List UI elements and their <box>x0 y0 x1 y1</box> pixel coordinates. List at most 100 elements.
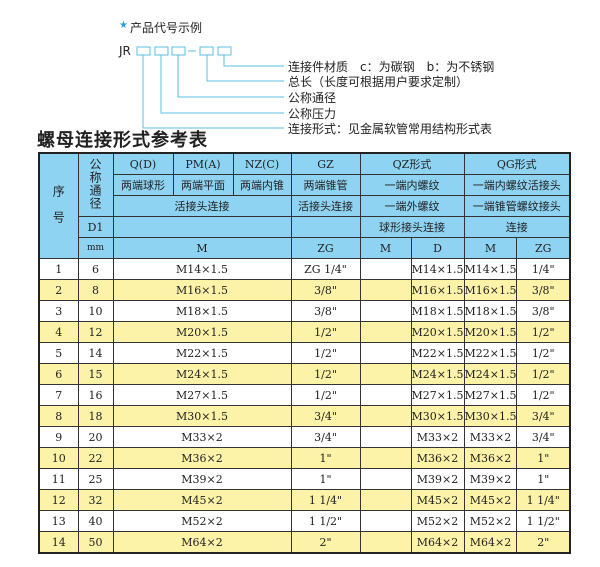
cell-qz-m <box>359 447 412 469</box>
cell-m: M64×2 <box>112 531 292 554</box>
cell-dn: 8 <box>77 279 114 301</box>
table-row: 3 10 M18×1.5 3/8" M18×1.5 M18×1.5 3/8" <box>38 300 571 322</box>
cell-qg-zg: 1/2" <box>516 321 571 343</box>
cell-qg-zg: 3/4" <box>516 405 571 427</box>
cell-qg-zg: 1 1/4" <box>516 489 571 511</box>
header-gz: GZ <box>290 152 361 175</box>
cell-zg: 1 1/4" <box>290 489 361 511</box>
cell-no: 6 <box>38 363 79 385</box>
cell-qg-zg: 3/8" <box>516 279 571 301</box>
header-qg: QG形式 <box>463 152 571 175</box>
cell-qg-m: M33×2 <box>463 426 518 448</box>
table-row: 13 40 M52×2 1 1/2" M52×2 M52×2 1 1/2" <box>38 510 571 532</box>
cell-dn: 16 <box>77 384 114 406</box>
leader-line <box>142 55 284 129</box>
cell-qz-m <box>359 342 412 364</box>
cell-qg-m: M45×2 <box>463 489 518 511</box>
header-blank <box>112 216 292 238</box>
cell-qz-m <box>359 384 412 406</box>
cell-qz-d: M22×1.5 <box>410 342 465 364</box>
table-row: 14 50 M64×2 2" M64×2 M64×2 2" <box>38 531 571 554</box>
table-row: 5 14 M22×1.5 1/2" M22×1.5 M22×1.5 1/2" <box>38 342 571 364</box>
header-mm: mm <box>77 237 114 259</box>
legend-heading: 产品代号示例 <box>130 21 203 35</box>
legend-label-material: 连接件材质 c：为碳钢 b：为不锈钢 <box>288 60 495 74</box>
code-box-5 <box>217 46 232 56</box>
header-m: M <box>112 237 292 259</box>
cell-no: 1 <box>38 258 79 280</box>
cell-dn: 6 <box>77 258 114 280</box>
cell-qg-zg: 1/2" <box>516 363 571 385</box>
cell-qg-zg: 3/8" <box>516 300 571 322</box>
cell-qz-d: M18×1.5 <box>410 300 465 322</box>
cell-m: M18×1.5 <box>112 300 292 322</box>
header-qd: Q(D) <box>112 152 174 175</box>
header-qg-connect: 连接 <box>463 216 571 238</box>
cell-no: 7 <box>38 384 79 406</box>
star-icon: ★ <box>119 20 128 31</box>
header-union: 活接头连接 <box>112 195 292 217</box>
header-qg-taper: 一端锥管螺纹接头 <box>463 195 571 217</box>
header-nz-desc: 两端内锥 <box>232 174 292 196</box>
header-qz-m: M <box>359 237 412 259</box>
cell-qg-m: M16×1.5 <box>463 279 518 301</box>
table-row: 11 25 M39×2 1" M39×2 M39×2 1" <box>38 468 571 490</box>
leader-line <box>206 55 284 82</box>
header-qd-desc: 两端球形 <box>112 174 174 196</box>
cell-qg-zg: 3/4" <box>516 426 571 448</box>
header-pm-desc: 两端平面 <box>172 174 234 196</box>
header-qg-m: M <box>463 237 518 259</box>
header-d1: D1 <box>77 216 114 238</box>
cell-no: 9 <box>38 426 79 448</box>
code-box-1 <box>136 46 151 56</box>
cell-qg-m: M24×1.5 <box>463 363 518 385</box>
cell-zg: 3/4" <box>290 405 361 427</box>
cell-m: M14×1.5 <box>112 258 292 280</box>
cell-qz-m <box>359 468 412 490</box>
cell-zg: 1 1/2" <box>290 510 361 532</box>
cell-m: M22×1.5 <box>112 342 292 364</box>
cell-qz-d: M33×2 <box>410 426 465 448</box>
leader-line <box>160 55 284 114</box>
header-gz-desc: 两端锥管 <box>290 174 361 196</box>
header-qz-ball: 球形接头连接 <box>359 216 465 238</box>
cell-dn: 14 <box>77 342 114 364</box>
cell-zg: 1" <box>290 468 361 490</box>
cell-qz-d: M45×2 <box>410 489 465 511</box>
cell-no: 10 <box>38 447 79 469</box>
cell-qz-m <box>359 300 412 322</box>
cell-no: 11 <box>38 468 79 490</box>
cell-qg-m: M39×2 <box>463 468 518 490</box>
cell-qg-zg: 1/4" <box>516 258 571 280</box>
header-qz-ext: 一端外螺纹 <box>359 195 465 217</box>
cell-qz-m <box>359 531 412 554</box>
cell-no: 5 <box>38 342 79 364</box>
table-row: 9 20 M33×2 3/4" M33×2 M33×2 3/4" <box>38 426 571 448</box>
cell-m: M39×2 <box>112 468 292 490</box>
cell-qz-d: M16×1.5 <box>410 279 465 301</box>
header-qz: QZ形式 <box>359 152 465 175</box>
header-blank <box>290 216 361 238</box>
header-pm: PM(A) <box>172 152 234 175</box>
cell-dn: 32 <box>77 489 114 511</box>
cell-qz-m <box>359 321 412 343</box>
table-row: 12 32 M45×2 1 1/4" M45×2 M45×2 1 1/4" <box>38 489 571 511</box>
table-row: 4 12 M20×1.5 1/2" M20×1.5 M20×1.5 1/2" <box>38 321 571 343</box>
table-row: 1 6 M14×1.5 ZG 1/4" M14×1.5 M14×1.5 1/4" <box>38 258 571 280</box>
cell-dn: 50 <box>77 531 114 554</box>
legend-label-pressure: 公称压力 <box>288 107 337 121</box>
cell-m: M36×2 <box>112 447 292 469</box>
cell-qz-d: M39×2 <box>410 468 465 490</box>
cell-dn: 20 <box>77 426 114 448</box>
cell-qz-m <box>359 489 412 511</box>
header-nominal: 公称通径 <box>77 152 114 217</box>
leader-line <box>223 55 284 67</box>
cell-dn: 22 <box>77 447 114 469</box>
cell-qz-m <box>359 363 412 385</box>
legend-label-connection: 连接形式：见金属软管常用结构形式表 <box>288 122 493 136</box>
cell-qg-m: M20×1.5 <box>463 321 518 343</box>
cell-qg-m: M30×1.5 <box>463 405 518 427</box>
cell-m: M45×2 <box>112 489 292 511</box>
cell-zg: 3/8" <box>290 279 361 301</box>
cell-zg: 2" <box>290 531 361 554</box>
